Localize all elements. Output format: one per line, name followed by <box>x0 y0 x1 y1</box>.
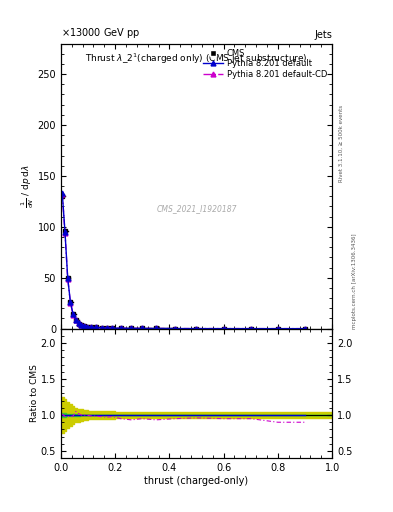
X-axis label: thrust (charged-only): thrust (charged-only) <box>145 476 248 486</box>
Line: Pythia 8.201 default-CD: Pythia 8.201 default-CD <box>60 192 307 331</box>
Pythia 8.201 default-CD <box>82 323 86 329</box>
Pythia 8.201 default-CD <box>153 326 158 332</box>
Pythia 8.201 default-CD <box>73 317 78 323</box>
CMS <box>129 325 134 331</box>
Pythia 8.201 default-CD <box>221 326 226 332</box>
Pythia 8.201 default-CD <box>62 230 67 236</box>
Pythia 8.201 default <box>71 311 75 317</box>
CMS <box>110 325 115 331</box>
CMS <box>140 325 145 331</box>
CMS <box>62 228 67 234</box>
Y-axis label: Ratio to CMS: Ratio to CMS <box>30 365 39 422</box>
Pythia 8.201 default-CD <box>65 275 70 282</box>
Pythia 8.201 default-CD <box>303 326 307 332</box>
Pythia 8.201 default-CD <box>88 324 93 330</box>
CMS <box>248 326 253 332</box>
CMS <box>303 326 307 332</box>
Pythia 8.201 default <box>62 229 67 235</box>
Pythia 8.201 default <box>65 274 70 281</box>
Y-axis label: $\frac{1}{\mathrm{d}N}$ / $\mathrm{d}p\,\mathrm{d}\lambda$: $\frac{1}{\mathrm{d}N}$ / $\mathrm{d}p\,… <box>19 164 36 208</box>
Pythia 8.201 default-CD <box>99 325 104 331</box>
CMS <box>99 325 104 331</box>
CMS <box>68 299 73 305</box>
Pythia 8.201 default <box>99 325 104 331</box>
Pythia 8.201 default-CD <box>275 326 280 332</box>
Pythia 8.201 default-CD <box>60 191 64 197</box>
CMS <box>94 324 99 330</box>
CMS <box>65 274 70 281</box>
Pythia 8.201 default <box>248 326 253 332</box>
CMS <box>221 326 226 332</box>
Pythia 8.201 default-CD <box>110 325 115 331</box>
Pythia 8.201 default <box>79 322 84 328</box>
CMS <box>84 324 89 330</box>
CMS <box>194 326 199 332</box>
CMS <box>71 311 75 317</box>
Pythia 8.201 default-CD <box>105 325 109 331</box>
Pythia 8.201 default-CD <box>140 325 145 331</box>
Text: CMS_2021_I1920187: CMS_2021_I1920187 <box>156 204 237 214</box>
Text: Thrust $\lambda$_2$^1$(charged only) (CMS jet substructure): Thrust $\lambda$_2$^1$(charged only) (CM… <box>85 52 308 67</box>
Text: mcplots.cern.ch [arXiv:1306.3436]: mcplots.cern.ch [arXiv:1306.3436] <box>352 234 357 329</box>
CMS <box>153 326 158 332</box>
CMS <box>173 326 177 332</box>
Line: Pythia 8.201 default: Pythia 8.201 default <box>60 191 307 331</box>
Pythia 8.201 default <box>76 321 81 327</box>
Pythia 8.201 default-CD <box>76 321 81 327</box>
Pythia 8.201 default <box>173 326 177 332</box>
Pythia 8.201 default <box>140 325 145 331</box>
Pythia 8.201 default <box>84 324 89 330</box>
Pythia 8.201 default-CD <box>173 326 177 332</box>
Pythia 8.201 default <box>60 190 64 196</box>
Pythia 8.201 default-CD <box>118 325 123 331</box>
CMS <box>105 325 109 331</box>
Line: CMS: CMS <box>60 194 307 331</box>
Pythia 8.201 default-CD <box>194 326 199 332</box>
Pythia 8.201 default-CD <box>79 322 84 328</box>
CMS <box>79 322 84 328</box>
Pythia 8.201 default-CD <box>71 311 75 317</box>
Pythia 8.201 default <box>110 325 115 331</box>
CMS <box>73 317 78 324</box>
CMS <box>275 326 280 332</box>
Pythia 8.201 default <box>194 326 199 332</box>
Pythia 8.201 default <box>275 326 280 332</box>
Pythia 8.201 default <box>88 324 93 330</box>
Pythia 8.201 default <box>105 325 109 331</box>
Text: Jets: Jets <box>314 30 332 40</box>
Pythia 8.201 default <box>94 324 99 330</box>
Pythia 8.201 default <box>303 326 307 332</box>
Pythia 8.201 default-CD <box>84 324 89 330</box>
Pythia 8.201 default-CD <box>68 300 73 306</box>
CMS <box>76 321 81 327</box>
Text: $\times$13000 GeV pp: $\times$13000 GeV pp <box>61 26 140 40</box>
CMS <box>60 193 64 199</box>
Pythia 8.201 default <box>118 325 123 331</box>
Pythia 8.201 default <box>68 299 73 305</box>
CMS <box>82 323 86 329</box>
Pythia 8.201 default <box>129 325 134 331</box>
Pythia 8.201 default <box>153 326 158 332</box>
CMS <box>118 325 123 331</box>
Legend: CMS, Pythia 8.201 default, Pythia 8.201 default-CD: CMS, Pythia 8.201 default, Pythia 8.201 … <box>199 45 331 82</box>
Pythia 8.201 default <box>221 326 226 332</box>
Pythia 8.201 default <box>82 323 86 329</box>
Text: Rivet 3.1.10, ≥ 500k events: Rivet 3.1.10, ≥ 500k events <box>339 105 344 182</box>
Pythia 8.201 default-CD <box>94 325 99 331</box>
Pythia 8.201 default <box>73 317 78 323</box>
Pythia 8.201 default-CD <box>248 326 253 332</box>
Pythia 8.201 default-CD <box>129 325 134 331</box>
CMS <box>88 324 93 330</box>
